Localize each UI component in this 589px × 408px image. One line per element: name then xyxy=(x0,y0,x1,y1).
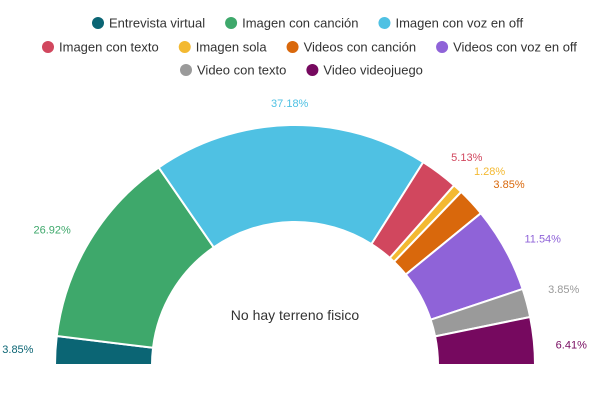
legend-item-imagen-con-texto[interactable]: Imagen con texto xyxy=(42,40,159,55)
legend-label: Video con texto xyxy=(197,63,286,78)
legend-label: Videos con voz en off xyxy=(453,40,577,55)
legend-swatch xyxy=(225,17,238,29)
legend-swatch xyxy=(92,17,104,29)
legend-swatch xyxy=(178,41,191,53)
legend-label: Imagen sola xyxy=(196,40,268,55)
legend-label: Imagen con canción xyxy=(242,16,358,31)
legend-label: Entrevista virtual xyxy=(109,16,205,31)
data-label-video-videojuego: 6.41% xyxy=(556,340,587,352)
data-label-imagen-con-cancion: 26.92% xyxy=(33,224,71,236)
data-label-imagen-con-voz-en-off: 37.18% xyxy=(271,98,309,110)
data-labels: 3.85%26.92%37.18%5.13%1.28%3.85%11.54%3.… xyxy=(2,98,587,356)
legend-item-videos-con-voz-en-off[interactable]: Videos con voz en off xyxy=(436,40,577,55)
chart-legend: Entrevista virtual Imagen con canción Imag… xyxy=(42,16,577,78)
data-label-videos-con-voz-en-off: 11.54% xyxy=(524,234,561,246)
slice-video-videojuego[interactable] xyxy=(433,315,537,366)
data-label-entrevista-virtual: 3.85% xyxy=(2,344,33,356)
legend-label: Imagen con voz en off xyxy=(395,16,523,31)
data-label-video-con-texto: 3.85% xyxy=(548,284,579,296)
legend-swatch xyxy=(378,17,391,29)
chart-slices xyxy=(53,124,537,366)
legend-swatch xyxy=(306,64,319,76)
legend-item-videos-con-cancion[interactable]: Videos con canción xyxy=(286,40,417,55)
legend-label: Imagen con texto xyxy=(59,40,159,55)
data-label-imagen-con-texto: 5.13% xyxy=(451,152,482,164)
legend-item-imagen-con-cancion[interactable]: Imagen con canción xyxy=(225,16,358,31)
legend-label: Video videojuego xyxy=(323,63,423,78)
legend-swatch xyxy=(286,41,299,53)
legend-swatch xyxy=(42,41,54,53)
legend-item-entrevista-virtual[interactable]: Entrevista virtual xyxy=(92,16,205,31)
legend-label: Videos con canción xyxy=(304,40,417,55)
legend-item-imagen-sola[interactable]: Imagen sola xyxy=(178,40,268,55)
slice-imagen-con-voz-en-off[interactable] xyxy=(157,124,425,249)
legend-item-imagen-con-voz-en-off[interactable]: Imagen con voz en off xyxy=(378,16,524,31)
data-label-imagen-sola: 1.28% xyxy=(474,166,505,178)
legend-item-video-videojuego[interactable]: Video videojuego xyxy=(306,63,423,78)
legend-item-video-con-texto[interactable]: Video con texto xyxy=(180,63,286,78)
legend-swatch xyxy=(180,64,192,76)
center-label: No hay terreno fisico xyxy=(231,307,360,323)
data-label-videos-con-cancion: 3.85% xyxy=(493,179,524,191)
legend-swatch xyxy=(436,41,449,53)
